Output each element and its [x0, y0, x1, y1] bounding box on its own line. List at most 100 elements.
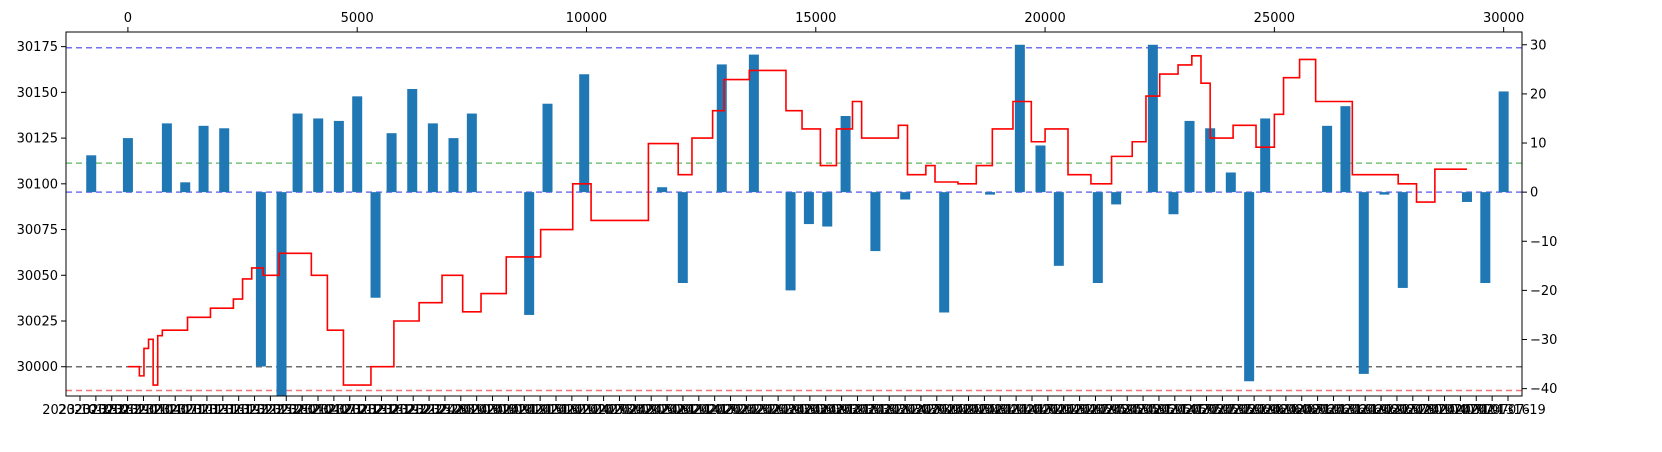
bar-35	[1053, 192, 1064, 266]
bottom-tick-label-37: 2024-02-11	[629, 403, 705, 418]
bottom-tick-label-35: 2024-02-05	[598, 403, 674, 418]
bar-20	[579, 74, 590, 193]
bar-38	[1147, 44, 1158, 193]
bar-51	[1480, 192, 1491, 284]
left-tick-label-7: 30175	[17, 40, 58, 55]
bar-1	[122, 138, 133, 193]
top-tick-label-3: 15000	[795, 11, 836, 26]
bottom-tick-label-50: 2024-03-21	[836, 403, 912, 418]
bottom-tick-label-30: 2024-01-21	[518, 403, 594, 418]
bottom-tick-label-83: 2024-06-28	[1359, 403, 1435, 418]
bottom-tick-label-60: 2024-04-20	[994, 403, 1070, 418]
bottom-tick-label-46: 2024-03-09	[772, 403, 848, 418]
bottom-tick-label-66: 2024-05-08	[1089, 403, 1165, 418]
bar-47	[1358, 192, 1369, 374]
bottom-tick-label-71: 2024-05-23	[1169, 403, 1245, 418]
bottom-tick-label-68: 2024-05-14	[1121, 403, 1197, 418]
bottom-tick-label-82: 2024-06-25	[1343, 403, 1419, 418]
bar-49	[1397, 192, 1408, 288]
bottom-tick-label-63: 2024-04-29	[1042, 403, 1118, 418]
reference-lines	[66, 46, 1522, 392]
bottom-tick-label-74: 2024-06-01	[1216, 403, 1292, 418]
bottom-tick-label-6: 2023-11-10	[137, 403, 213, 418]
bottom-tick-label-79: 2024-06-16	[1296, 403, 1372, 418]
bar-32	[985, 192, 996, 195]
bottom-tick-label-10: 2023-11-22	[201, 403, 277, 418]
bottom-tick-label-24: 2024-01-03	[423, 403, 499, 418]
bottom-tick-label-45: 2024-03-06	[756, 403, 832, 418]
bottom-tick-label-90: 2024-07-19	[1470, 403, 1546, 418]
bottom-tick-label-87: 2024-07-10	[1423, 403, 1499, 418]
bar-2	[161, 123, 172, 193]
bar-21	[657, 187, 668, 193]
bar-3	[180, 182, 191, 193]
bottom-tick-label-88: 2024-07-13	[1438, 403, 1514, 418]
bottom-tick-label-18: 2023-12-16	[328, 403, 404, 418]
bar-52	[1498, 91, 1509, 193]
left-tick-label-1: 30025	[17, 315, 58, 330]
bottom-tick-label-7: 2023-11-13	[153, 403, 229, 418]
bar-48	[1379, 192, 1390, 195]
bottom-tick-label-11: 2023-11-25	[217, 403, 293, 418]
left-tick-label-4: 30100	[17, 177, 58, 192]
bar-14	[407, 88, 418, 193]
bottom-tick-label-52: 2024-03-27	[867, 403, 943, 418]
bar-42	[1225, 172, 1236, 193]
right-tick-label-4: 0	[1530, 186, 1538, 201]
bottom-tick-label-25: 2024-01-06	[439, 403, 515, 418]
right-tick-label-3: −10	[1530, 235, 1557, 250]
right-tick-label-0: −40	[1530, 382, 1557, 397]
bar-34	[1035, 145, 1046, 193]
bottom-tick-label-44: 2024-03-03	[740, 403, 816, 418]
bottom-tick-label-20: 2023-12-22	[360, 403, 436, 418]
bar-31	[939, 192, 950, 313]
bottom-tick-label-38: 2024-02-14	[645, 403, 721, 418]
top-tick-label-1: 5000	[341, 11, 374, 26]
top-tick-label-0: 0	[124, 11, 132, 26]
bottom-tick-label-32: 2024-01-27	[550, 403, 626, 418]
bottom-tick-label-33: 2024-01-30	[566, 403, 642, 418]
bar-7	[276, 192, 287, 396]
bottom-tick-label-36: 2024-02-08	[613, 403, 689, 418]
bottom-tick-label-8: 2023-11-16	[169, 403, 245, 418]
right-tick-label-6: 20	[1530, 87, 1547, 102]
bottom-tick-label-17: 2023-12-13	[312, 403, 388, 418]
bottom-tick-label-48: 2024-03-15	[804, 403, 880, 418]
left-tick-label-0: 30000	[17, 360, 58, 375]
bottom-tick-label-2: 2023-10-29	[74, 403, 150, 418]
bar-12	[370, 192, 381, 298]
bar-46	[1340, 106, 1351, 193]
bottom-tick-label-0: 2023-10-23	[42, 403, 118, 418]
right-tick-label-7: 30	[1530, 38, 1547, 53]
bar-44	[1260, 118, 1271, 193]
bar-17	[466, 113, 477, 193]
bottom-tick-label-15: 2023-12-07	[280, 403, 356, 418]
bottom-tick-label-43: 2024-02-29	[724, 403, 800, 418]
price-line-series	[127, 54, 1467, 386]
top-tick-label-5: 25000	[1254, 11, 1295, 26]
bar-23	[716, 64, 727, 193]
bar-4	[198, 125, 209, 193]
bar-39	[1168, 192, 1179, 215]
bottom-tick-label-65: 2024-05-05	[1074, 403, 1150, 418]
bar-22	[677, 192, 688, 284]
bottom-tick-label-80: 2024-06-19	[1312, 403, 1388, 418]
bar-16	[448, 138, 459, 193]
bar-40	[1184, 120, 1195, 193]
bottom-tick-label-81: 2024-06-22	[1327, 403, 1403, 418]
bottom-tick-label-14: 2023-12-04	[264, 403, 340, 418]
bar-45	[1322, 125, 1333, 193]
axes: 0 5000 10000 15000 20000 25000 30000 30000 30025…	[17, 11, 1558, 418]
bar-9	[313, 118, 324, 193]
bottom-tick-label-23: 2023-12-31	[407, 403, 483, 418]
bottom-tick-label-9: 2023-11-19	[185, 403, 261, 418]
bottom-tick-label-1: 2023-10-26	[58, 403, 134, 418]
bar-24	[748, 54, 759, 193]
bottom-tick-label-19: 2023-12-19	[344, 403, 420, 418]
bar-13	[386, 133, 397, 193]
bottom-tick-label-13: 2023-12-01	[248, 403, 324, 418]
bar-25	[785, 192, 796, 291]
bottom-tick-label-70: 2024-05-20	[1153, 403, 1229, 418]
bar-27	[822, 192, 833, 227]
